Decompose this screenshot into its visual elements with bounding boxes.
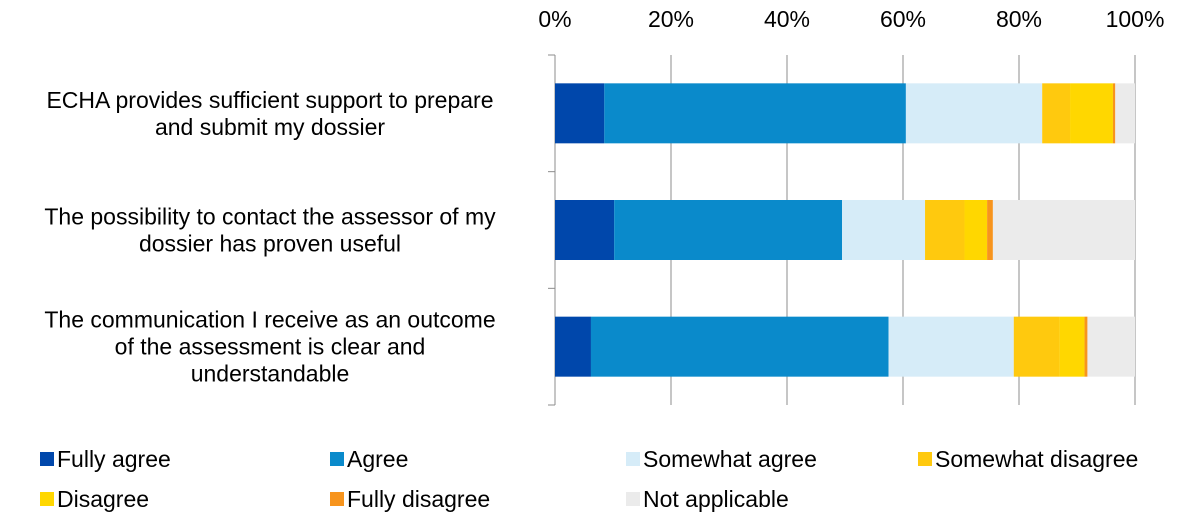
bar-2-disagree bbox=[1059, 316, 1085, 377]
legend-item-somewhat-agree: Somewhat agree bbox=[626, 446, 817, 472]
legend-item-agree: Agree bbox=[330, 446, 408, 472]
bars bbox=[555, 83, 1135, 377]
category-label-line: understandable bbox=[191, 361, 350, 387]
category-label-1: The possibility to contact the assessor … bbox=[44, 204, 496, 257]
bar-0-somewhat-disagree bbox=[1042, 83, 1071, 144]
legend-label: Somewhat agree bbox=[643, 446, 817, 472]
legend-label: Fully agree bbox=[57, 446, 171, 472]
category-label-line: ECHA provides sufficient support to prep… bbox=[46, 87, 493, 113]
legend-swatch bbox=[626, 492, 640, 506]
category-label-2: The communication I receive as an outcom… bbox=[44, 307, 495, 387]
category-label-0: ECHA provides sufficient support to prep… bbox=[46, 87, 493, 140]
category-label-line: and submit my dossier bbox=[155, 114, 385, 140]
x-tick-label-5: 100% bbox=[1106, 6, 1165, 32]
bar-2-agree bbox=[590, 316, 889, 377]
bar-2-somewhat-disagree bbox=[1013, 316, 1060, 377]
legend-item-somewhat-disagree: Somewhat disagree bbox=[918, 446, 1138, 472]
category-label-line: of the assessment is clear and bbox=[115, 334, 426, 360]
legend-swatch bbox=[918, 452, 932, 466]
bar-1-somewhat-disagree bbox=[925, 200, 965, 260]
bar-1-not-applicable bbox=[992, 200, 1135, 260]
bar-1-disagree bbox=[964, 200, 988, 260]
x-tick-label-4: 80% bbox=[996, 6, 1042, 32]
legend-label: Agree bbox=[347, 446, 408, 472]
legend-item-not-applicable: Not applicable bbox=[626, 486, 789, 512]
legend-label: Fully disagree bbox=[347, 486, 490, 512]
legend-swatch bbox=[40, 492, 54, 506]
bar-2-fully-agree bbox=[555, 316, 591, 377]
legend: Fully agree Agree Somewhat agree Somewhat d… bbox=[40, 446, 1138, 512]
x-tick-label-0: 0% bbox=[538, 6, 571, 32]
category-label-line: dossier has proven useful bbox=[139, 231, 401, 257]
x-tick-label-1: 20% bbox=[648, 6, 694, 32]
legend-swatch bbox=[626, 452, 640, 466]
legend-label: Disagree bbox=[57, 486, 149, 512]
bar-1-fully-agree bbox=[555, 200, 615, 260]
bar-1-fully-disagree bbox=[987, 200, 993, 260]
legend-label: Not applicable bbox=[643, 486, 789, 512]
bar-2-somewhat-agree bbox=[888, 316, 1014, 377]
x-tick-labels: 0% 20% 40% 60% 80% 100% bbox=[538, 6, 1164, 32]
category-label-line: The communication I receive as an outcom… bbox=[44, 307, 495, 333]
legend-swatch bbox=[330, 452, 344, 466]
bar-0-fully-disagree bbox=[1112, 83, 1116, 144]
bar-2-fully-disagree bbox=[1084, 316, 1088, 377]
legend-swatch bbox=[40, 452, 54, 466]
category-labels: ECHA provides sufficient support to prep… bbox=[44, 87, 496, 387]
legend-item-fully-disagree: Fully disagree bbox=[330, 486, 490, 512]
bar-0-disagree bbox=[1070, 83, 1113, 144]
x-tick-label-2: 40% bbox=[764, 6, 810, 32]
x-tick-label-3: 60% bbox=[880, 6, 926, 32]
legend-item-disagree: Disagree bbox=[40, 486, 149, 512]
axes bbox=[548, 54, 556, 406]
bar-0-fully-agree bbox=[555, 83, 605, 144]
bar-0-agree bbox=[604, 83, 906, 144]
category-label-line: The possibility to contact the assessor … bbox=[44, 204, 496, 230]
bar-1-agree bbox=[614, 200, 843, 260]
bar-2-not-applicable bbox=[1087, 316, 1135, 377]
legend-item-fully-agree: Fully agree bbox=[40, 446, 171, 472]
bar-0-not-applicable bbox=[1115, 83, 1135, 144]
legend-swatch bbox=[330, 492, 344, 506]
legend-label: Somewhat disagree bbox=[935, 446, 1138, 472]
bar-1-somewhat-agree bbox=[842, 200, 926, 260]
bar-0-somewhat-agree bbox=[905, 83, 1043, 144]
